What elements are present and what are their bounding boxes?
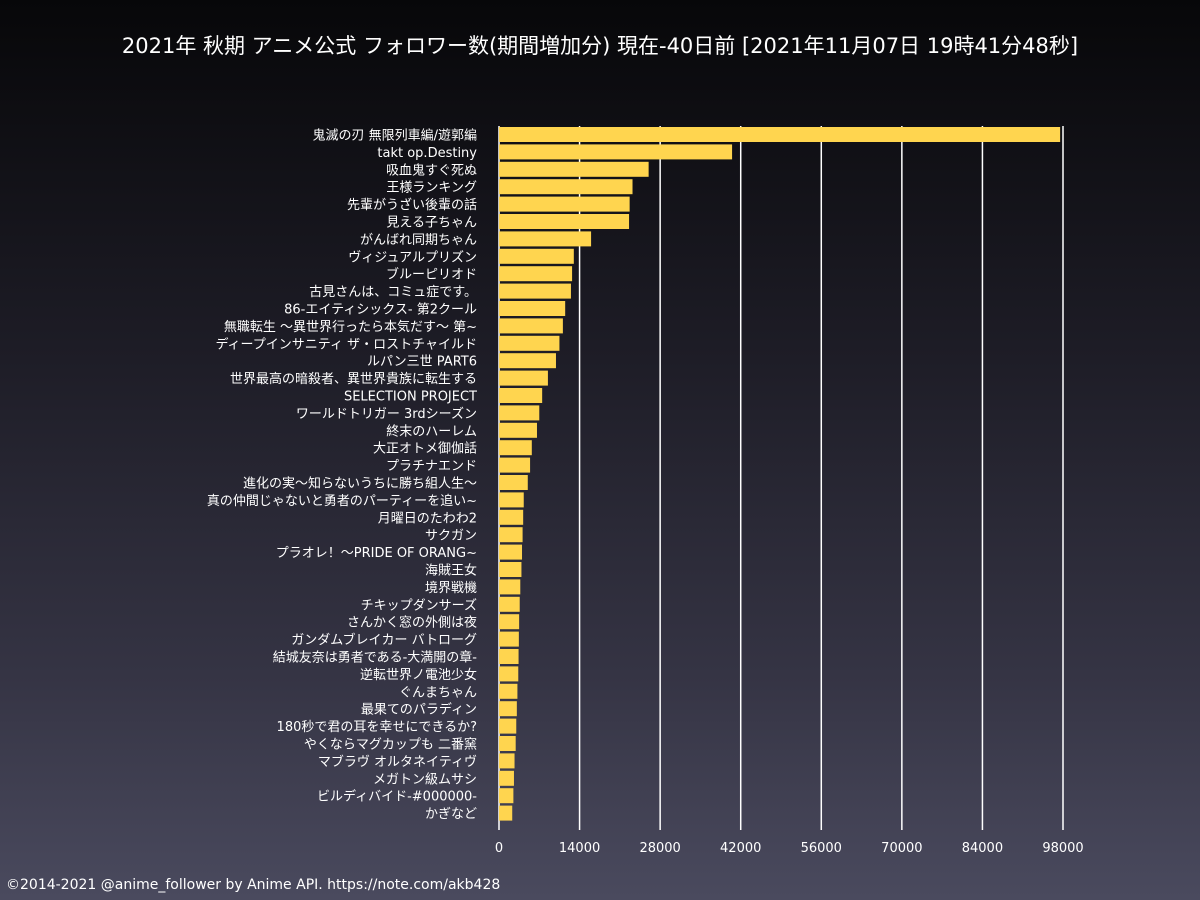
bar: [499, 579, 521, 595]
category-label: 古見さんは、コミュ症です。: [309, 285, 477, 300]
chart-title: 2021年 秋期 アニメ公式 フォロワー数(期間増加分) 現在-40日前 [20…: [121, 34, 1079, 58]
category-label: サクガン: [425, 529, 477, 544]
bar: [499, 492, 524, 508]
category-label: ヴィジュアルプリズン: [348, 249, 477, 265]
category-label: SELECTION PROJECT: [344, 390, 477, 405]
bar: [499, 475, 528, 490]
category-label: 大正オトメ御伽話: [373, 441, 477, 457]
category-label: 86-エイティシックス- 第2クール: [284, 303, 477, 318]
bar: [499, 788, 514, 804]
category-label: 境界戦機: [425, 581, 477, 596]
category-label: 月曜日のたわわ2: [378, 511, 477, 526]
bar: [499, 318, 563, 334]
category-label: ディープインサニティ ザ・ロストチャイルド: [215, 336, 477, 352]
category-label: 王様ランキング: [386, 181, 477, 196]
x-tick-label: 56000: [801, 841, 842, 856]
bar: [499, 422, 537, 438]
category-label: 結城友奈は勇者である-大満開の章-: [273, 650, 478, 666]
x-tick-label: 28000: [639, 841, 680, 856]
category-label: 進化の実〜知らないうちに勝ち組人生〜: [243, 476, 477, 492]
bar: [499, 736, 516, 751]
x-tick-label: 0: [495, 841, 503, 856]
category-label: 世界最高の暗殺者、異世界貴族に転生する: [230, 371, 477, 387]
category-label: 吸血鬼すぐ死ぬ: [386, 162, 477, 178]
category-label: 鬼滅の刃 無限列車編/遊郭編: [312, 128, 477, 144]
bar: [499, 231, 592, 247]
category-label: やくならマグカップも 二番窯: [304, 738, 477, 753]
category-label: ガンダムブレイカー バトローグ: [291, 632, 477, 648]
bar: [499, 283, 571, 299]
bar: [499, 248, 574, 264]
bar: [499, 666, 519, 682]
bar: [499, 718, 517, 734]
bar: [499, 388, 543, 403]
category-label: メガトン級ムサシ: [373, 772, 477, 787]
bar: [499, 527, 523, 543]
bar: [499, 179, 633, 195]
bar: [499, 335, 560, 351]
bar: [499, 805, 513, 821]
category-label: 180秒で君の耳を幸せにできるか?: [277, 720, 477, 735]
bar: [499, 701, 517, 717]
bar: [499, 440, 532, 456]
bar: [499, 353, 556, 369]
category-label: さんかく窓の外側は夜: [347, 615, 477, 631]
bar: [499, 649, 519, 664]
bar: [499, 770, 514, 786]
category-label: ワールドトリガー 3rdシーズン: [296, 406, 477, 422]
category-label: takt op.Destiny: [377, 146, 477, 161]
x-tick-label: 14000: [559, 841, 600, 856]
category-label: がんばれ同期ちゃん: [360, 233, 477, 248]
bar: [499, 753, 515, 769]
x-tick-label: 98000: [1042, 841, 1083, 856]
category-label: ブルーピリオド: [386, 267, 477, 283]
bar: [499, 127, 1061, 142]
category-label: ぐんまちゃん: [399, 685, 477, 700]
bar: [499, 562, 522, 577]
bar: [499, 266, 573, 282]
category-labels: 鬼滅の刃 無限列車編/遊郭編 takt op.Destiny吸血鬼すぐ死ぬ王様ラン…: [207, 128, 477, 823]
x-tick-label: 84000: [962, 841, 1003, 856]
category-label: 海賊王女: [425, 563, 477, 579]
category-label: ビルディバイド-#000000-: [317, 789, 477, 805]
x-tick-label: 42000: [720, 841, 761, 856]
category-label: 無職転生 〜異世界行ったら本気だす〜 第~: [224, 319, 477, 335]
bar: [499, 214, 630, 229]
bar: [499, 509, 524, 525]
category-label: かぎなど: [425, 807, 477, 822]
bar: [499, 405, 540, 421]
bar: [499, 631, 519, 647]
bar: [499, 457, 531, 473]
bar: [499, 614, 520, 630]
bar: [499, 144, 733, 160]
category-label: 先輩がうざい後輩の話: [347, 197, 477, 213]
category-label: 見える子ちゃん: [386, 216, 477, 231]
footer-credit: ©2014-2021 @anime_follower by Anime API.…: [6, 877, 501, 893]
category-label: 最果てのパラディン: [361, 702, 477, 718]
bar: [499, 301, 566, 316]
category-label: ルパン三世 PART6: [367, 355, 477, 370]
bar: [499, 370, 548, 386]
category-label: マブラヴ オルタネイティヴ: [318, 754, 477, 770]
category-label: 終末のハーレム: [386, 423, 477, 439]
category-label: 逆転世界ノ電池少女: [360, 667, 477, 683]
bar: [499, 596, 520, 612]
category-label: チキップダンサーズ: [361, 597, 477, 613]
category-label: プラチナエンド: [386, 459, 477, 474]
bar: [499, 161, 649, 177]
x-tick-labels: 0 14000 28000 42000 56000 70000 84000 98000: [495, 841, 1084, 856]
bars: [499, 127, 1061, 821]
x-tick-label: 70000: [881, 841, 922, 856]
bar: [499, 196, 630, 212]
bar: [499, 544, 523, 560]
bar: [499, 683, 518, 699]
category-label: 真の仲間じゃないと勇者のパーティーを追い~: [207, 493, 477, 509]
category-label: プラオレ！〜PRIDE OF ORANG~: [276, 546, 477, 561]
